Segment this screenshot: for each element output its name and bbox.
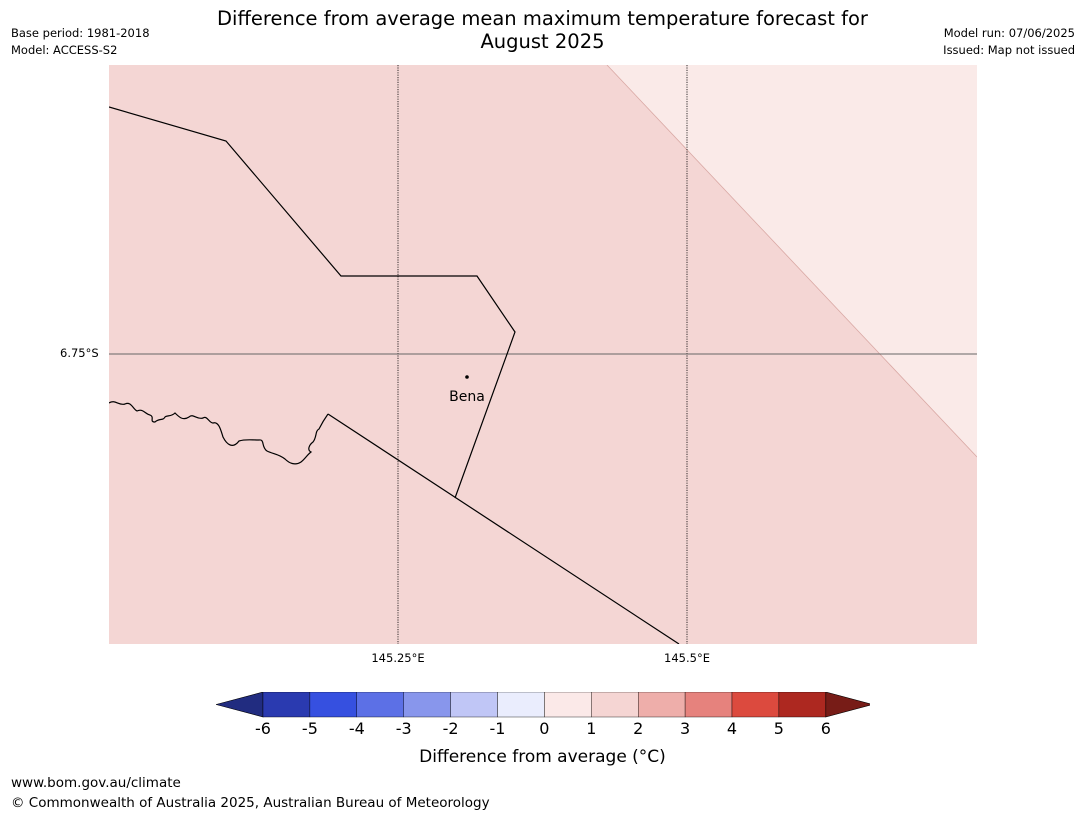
map-title-line-1: Difference from average mean maximum tem… (217, 7, 868, 30)
colorbar-tick-label: -1 (489, 719, 506, 738)
base-period-text: Base period: 1981-2018 (11, 26, 150, 40)
colorbar (216, 692, 870, 718)
bena-location-label: Bena (449, 389, 485, 405)
colorbar-tick-label: -2 (442, 719, 459, 738)
forecast-map: Bena (109, 65, 977, 644)
footer-url[interactable]: www.bom.gov.au/climate (11, 775, 181, 791)
colorbar-cell (356, 692, 404, 718)
colorbar-cap-low (216, 692, 264, 718)
colorbar-tick-label: 1 (586, 719, 597, 738)
meta-left: Base period: 1981-2018 Model: ACCESS-S2 (11, 25, 150, 59)
model-run-text: Model run: 07/06/2025 (943, 26, 1075, 40)
colorbar-cell (262, 692, 311, 718)
colorbar-cell (309, 692, 358, 718)
colorbar-tick-label: 2 (633, 719, 644, 738)
colorbar-tick-label: -5 (301, 719, 318, 738)
issued-text: Issued: Map not issued (943, 43, 1075, 57)
colorbar-cell (638, 692, 686, 718)
colorbar-tick-label: 4 (726, 719, 738, 738)
colorbar-cell (778, 692, 827, 718)
meta-right: Model run: 07/06/2025 Issued: Map not is… (943, 25, 1075, 59)
colorbar-tick-label: 0 (539, 719, 550, 738)
colorbar-cell (403, 692, 451, 718)
colorbar-cap-high (825, 692, 870, 718)
colorbar-tick-label: -3 (395, 719, 412, 738)
colorbar-tick-label: 6 (820, 719, 831, 738)
colorbar-cell (731, 692, 780, 718)
colorbar-tick-label: 3 (680, 719, 691, 738)
colorbar-tick-label: -4 (348, 719, 365, 738)
model-text: Model: ACCESS-S2 (11, 43, 118, 57)
footer-copyright: © Commonwealth of Australia 2025, Austra… (11, 795, 490, 811)
colorbar-tick-label: 5 (773, 719, 784, 738)
colorbar-cell (684, 692, 733, 718)
province-border-north (109, 106, 516, 499)
lon-label-145-5: 145.5°E (664, 651, 710, 665)
colorbar-tick-label: -6 (255, 719, 271, 738)
lon-label-145-25: 145.25°E (371, 651, 425, 665)
province-border-south (327, 413, 680, 644)
river-boundary (109, 401, 329, 465)
colorbar-cell (544, 692, 592, 718)
lat-label-6-75: 6.75°S (60, 346, 99, 360)
colorbar-cell (450, 692, 498, 718)
colorbar-label: Difference from average (°C) (419, 747, 666, 767)
map-title: Difference from average mean maximum tem… (0, 7, 1085, 53)
colorbar-cell (497, 692, 545, 718)
bena-location-marker (465, 375, 469, 379)
colorbar-cell (591, 692, 639, 718)
map-title-line-2: August 2025 (480, 30, 605, 53)
anomaly-region-boundary (606, 65, 977, 458)
